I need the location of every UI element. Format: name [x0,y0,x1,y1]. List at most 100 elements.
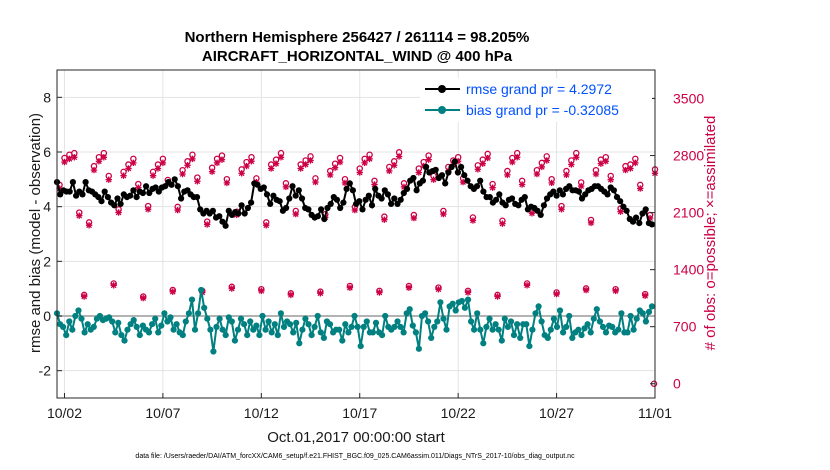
bias-point-84 [311,323,318,330]
rmse-point-88 [333,196,341,203]
bias-point-140 [483,323,490,330]
assimilated-obs-marker-101 [553,290,560,298]
rmse-point-121 [438,172,446,179]
bias-point-141 [486,315,493,322]
assimilated-obs-marker-50 [302,161,309,168]
bias-point-92 [336,326,343,333]
assimilated-obs-stroke-109-d [593,171,599,177]
assimilated-obs-stroke-27-d [189,156,196,162]
rmse-point-16 [104,194,111,201]
bias-point-113 [400,329,407,336]
rmse-point-152 [537,211,544,218]
rmse-point-58 [238,202,245,209]
bias-point-69 [265,318,272,325]
assimilated-obs-marker-68 [390,162,398,169]
assimilated-obs-stroke-113-d [612,288,619,294]
assimilated-obs-stroke-116-d [627,165,634,172]
assimilated-obs-stroke-92-d [509,159,516,165]
legend-box [420,78,652,122]
assimilated-obs-marker-6 [85,222,93,229]
x-tick-label-0: 10/02 [47,405,82,421]
bias-point-48 [201,304,208,311]
rmse-point-141 [502,202,509,209]
assimilated-obs-marker-108 [587,219,595,227]
assimilated-obs-marker-19 [149,172,157,179]
assimilated-obs-stroke-50-d [302,161,309,168]
assimilated-obs-stroke-96-d [529,210,535,217]
assimilated-obs-marker-61 [356,169,363,176]
bias-point-65 [253,322,260,329]
assimilated-obs-stroke-112-d [607,176,614,183]
bias-point-111 [394,318,401,325]
assimilated-obs-stroke-111-d [602,158,609,165]
assimilated-obs-stroke-37-d [238,170,245,177]
assimilated-obs-stroke-1-d [61,159,68,165]
assimilated-obs-marker-69 [395,153,403,160]
assimilated-obs-marker-107 [582,286,590,294]
rmse-point-89 [337,204,344,212]
bias-point-74 [280,323,288,330]
assimilated-obs-stroke-39-d [248,158,255,165]
bias-point-20 [115,319,122,326]
bias-point-116 [409,322,416,329]
rmse-point-84 [321,215,328,223]
bias-point-187 [627,312,634,320]
assimilated-obs-stroke-114-d [617,208,624,215]
bias-point-136 [471,326,478,333]
rmse-point-20 [117,200,124,207]
assimilated-obs-marker-95 [523,282,531,289]
bias-point-23 [124,326,131,333]
assimilated-obs-marker-30 [203,221,211,228]
assimilated-obs-marker-53 [317,290,324,297]
bias-point-175 [590,315,597,322]
y2-tick-label-2: 1400 [673,262,704,278]
rmse-point-122 [442,180,449,187]
rmse-point-119 [432,166,439,173]
rmse-point-159 [559,191,567,198]
rmse-point-173 [604,191,611,198]
rmse-point-153 [540,202,548,209]
bias-point-52 [213,323,220,330]
rmse-point-53 [222,222,229,229]
bias-point-82 [305,321,312,328]
rmse-point-104 [384,191,391,198]
assimilated-obs-stroke-9-d [100,154,107,161]
rmse-point-102 [378,195,385,202]
data-file-footnote: data file: /Users/raeder/DAI/ATM_forcXX/… [135,453,575,460]
legend-bias-marker [438,106,446,114]
assimilated-obs-marker-78 [440,210,447,218]
bias-point-122 [428,334,435,341]
rmse-point-183 [636,220,643,227]
assimilated-obs-marker-59 [346,284,354,291]
rmse-point-100 [372,185,379,192]
bias-point-118 [415,345,422,352]
bias-point-71 [271,321,278,328]
rmse-point-99 [368,202,376,209]
assimilated-obs-stroke-13-d [120,172,127,179]
assimilated-obs-stroke-85-d [474,166,481,173]
bias-point-151 [517,334,524,341]
bias-point-189 [633,315,640,322]
assimilated-obs-stroke-12-d [115,209,122,216]
rmse-point-51 [216,213,223,220]
assimilated-obs-stroke-2-d [66,156,73,162]
assimilated-obs-stroke-62-d [361,160,368,166]
rmse-point-115 [419,177,426,184]
assimilated-obs-stroke-91-d [504,172,511,178]
bias-point-156 [532,310,539,317]
rmse-point-126 [454,169,461,176]
x-tick-label-1: 10/07 [145,405,180,421]
assimilated-obs-marker-34 [223,179,231,187]
rmse-point-139 [496,191,503,198]
assimilated-obs-stroke-11-d [110,282,117,289]
assimilated-obs-marker-97 [533,170,541,178]
assimilated-obs-marker-67 [386,167,393,175]
assimilated-obs-marker-86 [479,160,486,167]
rmse-point-9 [82,179,89,186]
assimilated-obs-marker-1 [61,158,68,166]
bias-point-184 [618,310,625,317]
bias-point-135 [468,318,475,325]
y2-tick-label-5: 3500 [673,91,704,107]
bias-point-120 [422,310,429,317]
rmse-point-185 [642,206,649,213]
